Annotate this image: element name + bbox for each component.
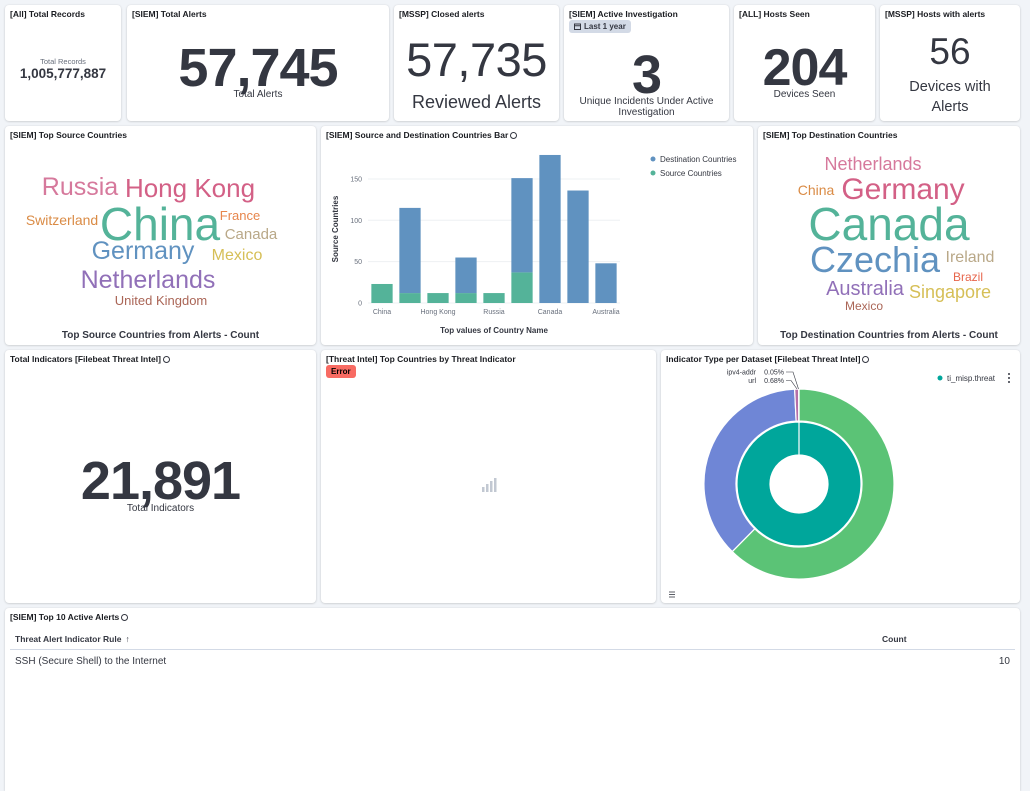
panel-title: [SIEM] Top 10 Active Alerts xyxy=(10,612,129,622)
info-icon[interactable] xyxy=(510,131,518,139)
metric-label: Unique Incidents Under Active Investigat… xyxy=(579,96,714,118)
metric-value: 3 xyxy=(631,45,662,105)
metric-label: Devices Seen xyxy=(773,89,836,100)
panel-title: [SIEM] Top Source Countries xyxy=(10,130,127,140)
badge-text: Last 1 year xyxy=(584,22,626,31)
panel: [ALL] Hosts Seen 204 Devices Seen xyxy=(734,5,875,121)
table-cell: SSH (Secure Shell) to the Internet xyxy=(15,656,167,667)
panel-title: [SIEM] Source and Destination Countries … xyxy=(326,130,518,140)
metric-value: 21,891 xyxy=(80,451,241,511)
panel: [MSSP] Closed alerts 57,735 Reviewed Ale… xyxy=(394,5,559,121)
calendar-icon xyxy=(574,23,581,30)
metric-value: 204 xyxy=(762,39,848,97)
title-text: Total Indicators [Filebeat Threat Intel] xyxy=(10,354,161,364)
panel-title: [ALL] Hosts Seen xyxy=(739,9,810,19)
header-divider xyxy=(10,649,1015,650)
time-badge[interactable]: Last 1 year xyxy=(569,20,631,33)
metric-label: Devices with Alerts xyxy=(909,79,991,116)
panel-title: Indicator Type per Dataset [Filebeat Thr… xyxy=(666,354,870,364)
metric-value: 57,735 xyxy=(406,33,547,86)
header-text: Threat Alert Indicator Rule xyxy=(15,634,122,644)
panel: [All] Total Records Total Records 1,005,… xyxy=(5,5,121,121)
panel-title: [All] Total Records xyxy=(10,9,85,19)
column-header[interactable]: Threat Alert Indicator Rule ↑ xyxy=(15,634,130,644)
info-icon[interactable] xyxy=(862,355,870,363)
panel-title: [MSSP] Closed alerts xyxy=(399,9,485,19)
title-text: [SIEM] Source and Destination Countries … xyxy=(326,130,509,140)
metric-value: 56 xyxy=(929,31,971,72)
info-icon[interactable] xyxy=(162,355,170,363)
panel-title: [SIEM] Active Investigation xyxy=(569,9,678,19)
panel-title: [Threat Intel] Top Countries by Threat I… xyxy=(326,354,516,364)
metric-label: Reviewed Alerts xyxy=(411,92,542,112)
metric-label: Total Alerts xyxy=(233,89,283,100)
panel: [SIEM] Total Alerts 57,745 Total Alerts xyxy=(127,5,389,121)
panel: [Threat Intel] Top Countries by Threat I… xyxy=(321,350,656,603)
error-badge[interactable]: Error xyxy=(326,365,356,378)
panel: [SIEM] Active Investigation Last 1 year … xyxy=(564,5,729,121)
panel: [SIEM] Top Source Countries Top Source C… xyxy=(5,126,316,345)
panel-title: [MSSP] Hosts with alerts xyxy=(885,9,986,19)
metric-label: Total Records xyxy=(40,57,86,66)
table-cell: 10 xyxy=(998,656,1010,667)
metric-label: Total Indicators xyxy=(126,503,195,514)
sort-arrow: ↑ xyxy=(125,634,130,644)
metric-value: 57,745 xyxy=(178,38,338,98)
panel-title: Total Indicators [Filebeat Threat Intel] xyxy=(10,354,170,364)
info-icon[interactable] xyxy=(121,613,129,621)
cloud-caption: Top Destination Countries from Alerts - … xyxy=(780,330,998,341)
panel-title: [SIEM] Top Destination Countries xyxy=(763,130,898,140)
panel: [SIEM] Top Destination Countries Top Des… xyxy=(758,126,1020,345)
cloud-caption: Top Source Countries from Alerts - Count xyxy=(61,330,260,341)
panel-title: [SIEM] Total Alerts xyxy=(132,9,207,19)
column-header[interactable]: Count xyxy=(882,634,907,644)
title-text: [SIEM] Top 10 Active Alerts xyxy=(10,612,120,622)
panel: Total Indicators [Filebeat Threat Intel]… xyxy=(5,350,316,603)
panel: [SIEM] Source and Destination Countries … xyxy=(321,126,753,345)
panel: Indicator Type per Dataset [Filebeat Thr… xyxy=(661,350,1020,603)
metric-value: 1,005,777,887 xyxy=(19,66,107,81)
title-text: Indicator Type per Dataset [Filebeat Thr… xyxy=(666,354,861,364)
panel: [MSSP] Hosts with alerts 56 Devices with… xyxy=(880,5,1020,121)
panel: [SIEM] Top 10 Active Alerts Threat Alert… xyxy=(5,608,1020,791)
